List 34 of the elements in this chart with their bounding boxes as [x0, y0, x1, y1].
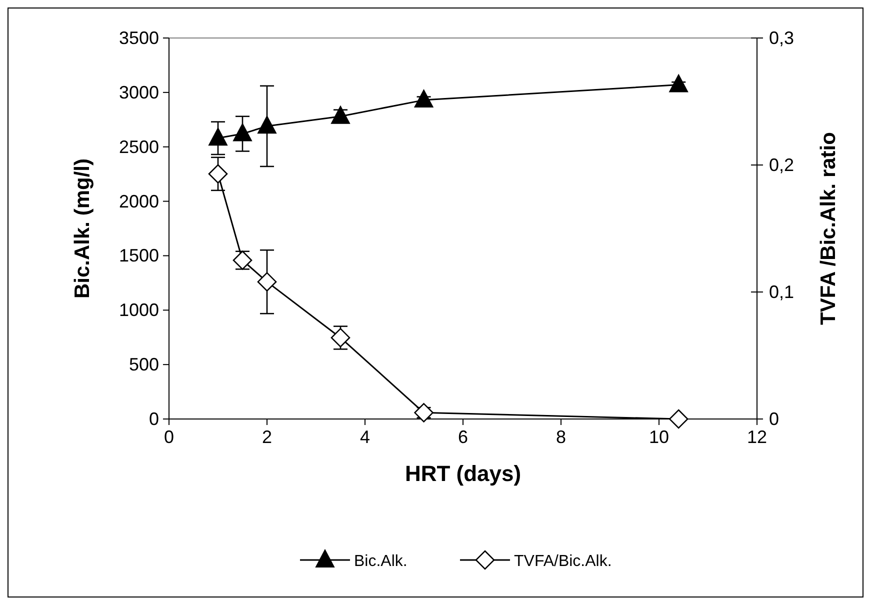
y-tick-label: 2500 — [118, 136, 159, 157]
y-tick-label: 1000 — [118, 300, 159, 320]
y2-tick-label: 0 — [769, 409, 780, 429]
point — [331, 106, 350, 124]
point — [208, 164, 228, 184]
x-tick-label: 6 — [458, 427, 468, 447]
point — [258, 116, 276, 134]
point — [668, 409, 688, 429]
y-tick-label: 0 — [148, 409, 159, 429]
legend-label: TVFA/Bic.Alk. — [514, 553, 612, 570]
x-tick-label: 0 — [164, 427, 174, 447]
y-axis-title: Bic.Alk. (mg/l) — [71, 158, 94, 299]
point — [208, 128, 228, 146]
point — [233, 123, 252, 142]
y2-axis-title: TVFA /Bic.Alk. ratio — [817, 132, 840, 325]
x-tick-label: 2 — [262, 427, 272, 447]
y-tick-label: 500 — [128, 354, 159, 375]
x-axis-title: HRT (days) — [404, 461, 522, 486]
y2-tick-label: 0,3 — [769, 28, 794, 48]
x-tick-label: 8 — [556, 427, 566, 447]
point — [257, 272, 277, 292]
y-tick-label: 3500 — [118, 28, 159, 48]
point — [414, 403, 434, 422]
legend-label: Bic.Alk. — [354, 553, 408, 570]
y2-tick-label: 0,2 — [769, 155, 794, 175]
y-tick-label: 3000 — [118, 82, 159, 102]
y-tick-label: 2000 — [118, 191, 159, 212]
x-tick-label: 12 — [746, 427, 768, 447]
y2-tick-label: 0,1 — [769, 282, 794, 302]
point — [669, 74, 688, 92]
x-tick-label: 4 — [360, 427, 370, 447]
point — [414, 90, 434, 108]
x-tick-label: 10 — [648, 427, 670, 447]
y-tick-label: 1500 — [118, 246, 159, 266]
